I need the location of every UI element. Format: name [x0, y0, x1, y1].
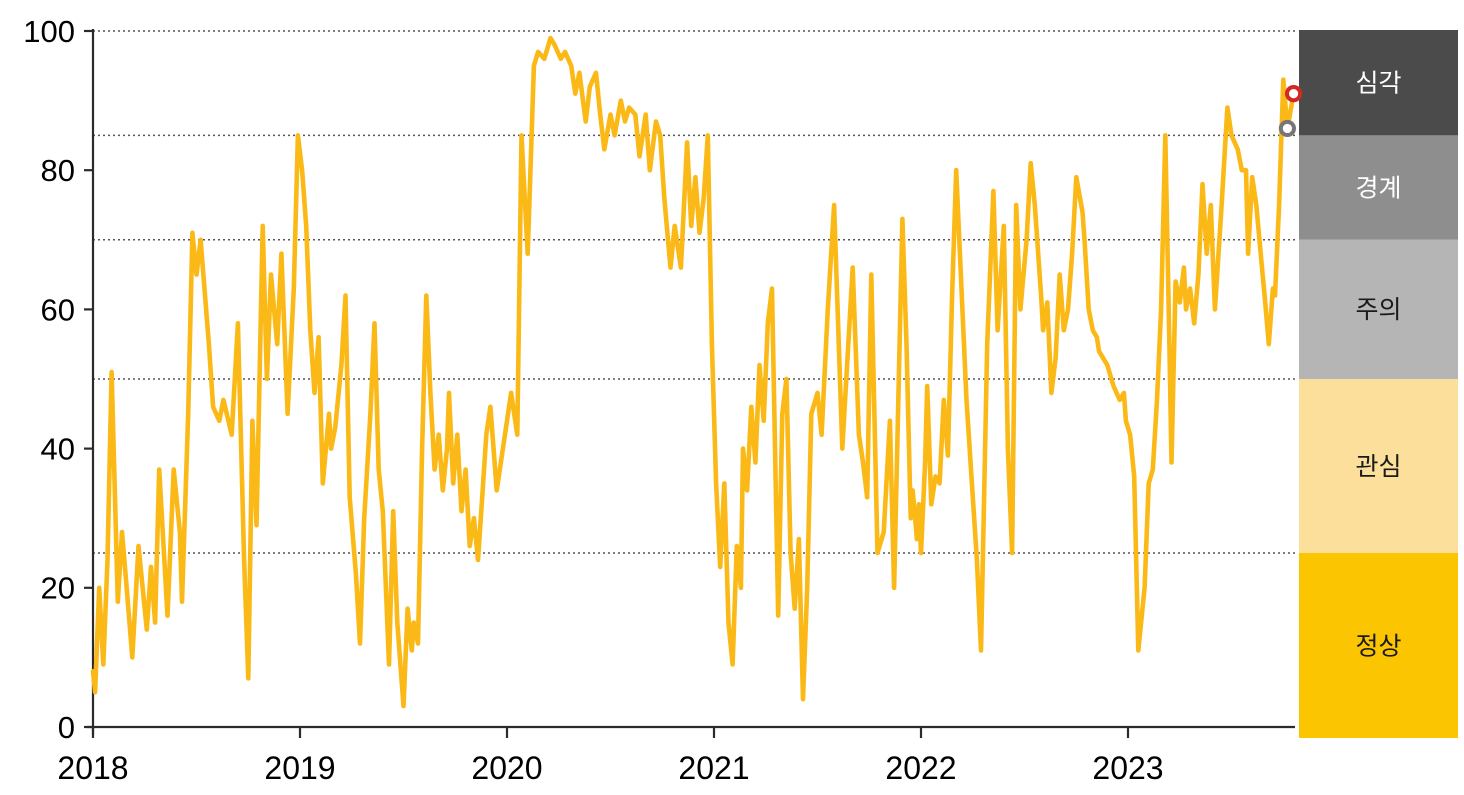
- alert-zone-1: [1299, 30, 1458, 136]
- x-tick-label: 2022: [885, 750, 956, 786]
- series-index: [90, 35, 1296, 709]
- previous-value-marker: [1278, 119, 1296, 138]
- y-tick-label: 0: [58, 710, 75, 745]
- axes: [87, 29, 1295, 735]
- alert-zone-5: [1299, 553, 1458, 738]
- alert-zone-label: 관심: [1355, 453, 1401, 481]
- x-tick-label: 2019: [264, 750, 335, 786]
- alert-zone-label: 심각: [1355, 69, 1401, 97]
- stress-index-line: [90, 35, 1296, 709]
- alert-zone-4: [1299, 379, 1458, 553]
- alert-zone-label: 정상: [1355, 632, 1401, 660]
- endpoint-markers: [1278, 85, 1303, 138]
- y-tick-label: 80: [41, 153, 75, 188]
- alert-zone-label: 경계: [1355, 174, 1401, 202]
- y-axis-labels: 0 20 40 60 80 100: [23, 14, 75, 745]
- x-tick-label: 2021: [678, 750, 749, 786]
- x-axis-ticks: [91, 727, 1130, 738]
- x-tick-label: 2018: [57, 750, 128, 786]
- y-tick-label: 20: [41, 571, 75, 606]
- x-tick-label: 2023: [1092, 750, 1163, 786]
- alert-zone-2: [1299, 135, 1458, 240]
- y-tick-label: 60: [41, 292, 75, 327]
- y-tick-label: 40: [41, 431, 75, 466]
- alert-zone-3: [1299, 239, 1458, 379]
- x-tick-label: 2020: [471, 750, 542, 786]
- y-axis-ticks: [84, 29, 93, 729]
- alert-zone-label: 주의: [1355, 296, 1401, 324]
- latest-value-marker: [1285, 85, 1303, 103]
- y-tick-label: 100: [23, 14, 75, 49]
- x-axis-labels: 2018 2019 2020 2021 2022 2023: [57, 750, 1163, 786]
